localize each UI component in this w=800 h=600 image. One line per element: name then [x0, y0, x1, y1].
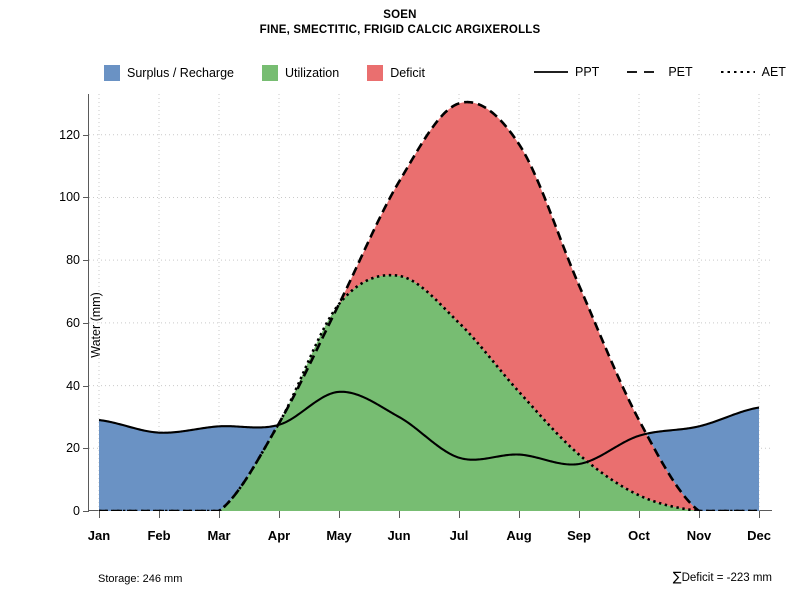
- title-line-1: SOEN: [383, 9, 417, 21]
- area-surplus-recharge: [647, 407, 759, 511]
- x-tick-label-dec: Dec: [747, 528, 771, 543]
- chart-title: SOEN FINE, SMECTITIC, FRIGID CALCIC ARGI…: [0, 8, 800, 38]
- chart-legend: Surplus / Recharge Utilization Deficit P…: [0, 65, 800, 89]
- x-tick-mark: [519, 510, 520, 518]
- y-tick-mark: [83, 322, 89, 324]
- y-tick-mark: [83, 385, 89, 387]
- x-tick-mark: [339, 510, 340, 518]
- x-tick-label-jul: Jul: [449, 528, 469, 543]
- dashed-line-key-icon: [627, 65, 662, 79]
- y-tick-mark: [83, 448, 89, 450]
- x-tick-label-mar: Mar: [207, 528, 231, 543]
- square-swatch-surplus-icon: [104, 65, 120, 81]
- y-tick-label: 80: [66, 253, 80, 268]
- x-tick-label-nov: Nov: [686, 528, 712, 543]
- x-tick-label-jun: Jun: [387, 528, 411, 543]
- sigma-icon: ∑: [672, 570, 682, 585]
- y-tick-label: 100: [59, 190, 80, 205]
- legend-label-pet: PET: [668, 65, 693, 79]
- legend-item-utilization: Utilization: [262, 65, 339, 81]
- x-tick-mark: [399, 510, 400, 518]
- x-tick-mark: [159, 510, 160, 518]
- x-tick-label-feb: Feb: [147, 528, 171, 543]
- plot-area: Water (mm) 0 20 40 60 80 100 120 Jan Feb Mar Apr M…: [59, 94, 773, 543]
- square-swatch-deficit-icon: [367, 65, 384, 81]
- square-swatch-utilization-icon: [262, 65, 279, 81]
- deficit-annotation: ∑Deficit = -223 mm: [673, 570, 772, 585]
- x-tick-mark: [459, 510, 460, 518]
- deficit-annotation-text: Deficit = -223 mm: [681, 572, 772, 584]
- series-line-aet: [99, 273, 759, 511]
- y-tick-label: 0: [73, 504, 80, 518]
- series-line-pet: [99, 100, 759, 511]
- y-tick-label: 20: [66, 441, 80, 456]
- y-tick-label: 40: [66, 378, 80, 393]
- y-tick-mark: [83, 134, 89, 136]
- storage-annotation: Storage: 246 mm: [98, 573, 183, 585]
- x-tick-mark: [579, 510, 580, 518]
- x-tick-mark: [99, 510, 100, 518]
- area-deficit: [339, 102, 699, 511]
- x-tick-mark: [699, 510, 700, 518]
- x-tick-label-jan: Jan: [87, 528, 111, 543]
- x-tick-label-sep: Sep: [567, 528, 591, 543]
- y-tick-label: 60: [66, 315, 80, 330]
- legend-item-pet: PET: [627, 65, 693, 79]
- legend-item-aet: AET: [720, 65, 786, 79]
- title-line-2: FINE, SMECTITIC, FRIGID CALCIC ARGIXEROL…: [259, 24, 541, 36]
- y-tick-mark: [83, 197, 89, 199]
- x-tick-label-aug: Aug: [506, 528, 532, 543]
- x-tick-label-may: May: [326, 528, 352, 543]
- x-tick-mark: [219, 510, 220, 518]
- y-tick-mark: [83, 260, 89, 262]
- x-tick-label-apr: Apr: [267, 528, 291, 543]
- dotted-line-key-icon: [720, 65, 755, 79]
- legend-label-deficit: Deficit: [390, 66, 425, 80]
- y-tick-mark: [83, 511, 89, 512]
- legend-item-ppt: PPT: [534, 65, 599, 79]
- solid-line-key-icon: [534, 65, 568, 79]
- water-balance-plot: [89, 94, 773, 511]
- legend-item-surplus: Surplus / Recharge: [104, 65, 234, 81]
- area-surplus-recharge: [99, 420, 278, 511]
- legend-label-ppt: PPT: [575, 65, 600, 79]
- y-tick-label: 120: [59, 127, 80, 142]
- x-tick-mark: [279, 510, 280, 518]
- legend-label-aet: AET: [761, 65, 786, 79]
- legend-label-surplus: Surplus / Recharge: [127, 66, 235, 80]
- legend-label-utilization: Utilization: [285, 66, 340, 80]
- legend-line-entries: PPT PET AET: [534, 65, 786, 79]
- x-tick-mark: [759, 510, 760, 518]
- series-line-ppt: [98, 390, 760, 466]
- legend-item-deficit: Deficit: [367, 65, 425, 81]
- x-tick-mark: [639, 510, 640, 518]
- x-tick-label-oct: Oct: [628, 528, 650, 543]
- area-utilization: [220, 275, 699, 511]
- legend-area-entries: Surplus / Recharge Utilization Deficit: [104, 65, 425, 81]
